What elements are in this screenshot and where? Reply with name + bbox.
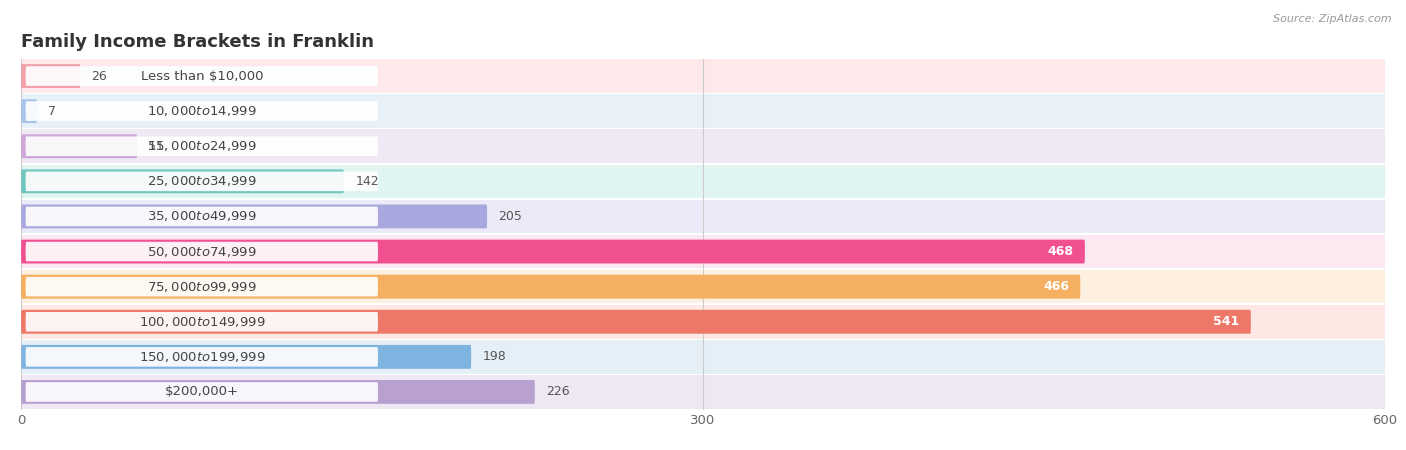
Text: $10,000 to $14,999: $10,000 to $14,999 [148,104,257,118]
FancyBboxPatch shape [21,94,1385,128]
FancyBboxPatch shape [21,204,486,229]
FancyBboxPatch shape [21,305,1385,338]
Text: 142: 142 [356,175,378,188]
FancyBboxPatch shape [21,310,1251,334]
FancyBboxPatch shape [21,239,1085,264]
Text: 226: 226 [546,386,569,398]
FancyBboxPatch shape [25,136,378,156]
Text: 541: 541 [1213,315,1240,328]
FancyBboxPatch shape [21,274,1080,299]
Text: $75,000 to $99,999: $75,000 to $99,999 [148,279,257,294]
Text: $150,000 to $199,999: $150,000 to $199,999 [139,350,266,364]
Text: 205: 205 [499,210,522,223]
FancyBboxPatch shape [21,375,1385,409]
FancyBboxPatch shape [21,235,1385,268]
FancyBboxPatch shape [25,312,378,332]
FancyBboxPatch shape [25,382,378,402]
Text: 51: 51 [149,140,165,153]
Text: $15,000 to $24,999: $15,000 to $24,999 [148,139,257,153]
FancyBboxPatch shape [21,59,1385,93]
FancyBboxPatch shape [25,171,378,191]
Text: $25,000 to $34,999: $25,000 to $34,999 [148,174,257,189]
Text: $100,000 to $149,999: $100,000 to $149,999 [139,315,266,329]
FancyBboxPatch shape [25,347,378,367]
FancyBboxPatch shape [21,340,1385,374]
Text: $200,000+: $200,000+ [165,386,239,398]
Text: Family Income Brackets in Franklin: Family Income Brackets in Franklin [21,33,374,51]
FancyBboxPatch shape [25,101,378,121]
Text: $35,000 to $49,999: $35,000 to $49,999 [148,209,257,224]
Text: 466: 466 [1043,280,1069,293]
FancyBboxPatch shape [21,200,1385,233]
FancyBboxPatch shape [25,277,378,297]
Text: $50,000 to $74,999: $50,000 to $74,999 [148,244,257,259]
FancyBboxPatch shape [25,66,378,86]
FancyBboxPatch shape [21,169,344,194]
Text: Less than $10,000: Less than $10,000 [141,70,263,82]
Text: 7: 7 [48,105,56,117]
FancyBboxPatch shape [25,207,378,226]
Text: 26: 26 [91,70,107,82]
FancyBboxPatch shape [25,242,378,261]
Text: 198: 198 [482,351,506,363]
Text: 468: 468 [1047,245,1074,258]
FancyBboxPatch shape [21,165,1385,198]
FancyBboxPatch shape [21,380,534,404]
FancyBboxPatch shape [21,64,80,88]
FancyBboxPatch shape [21,134,136,158]
FancyBboxPatch shape [21,270,1385,303]
FancyBboxPatch shape [21,130,1385,163]
Text: Source: ZipAtlas.com: Source: ZipAtlas.com [1274,14,1392,23]
FancyBboxPatch shape [21,99,37,123]
FancyBboxPatch shape [21,345,471,369]
